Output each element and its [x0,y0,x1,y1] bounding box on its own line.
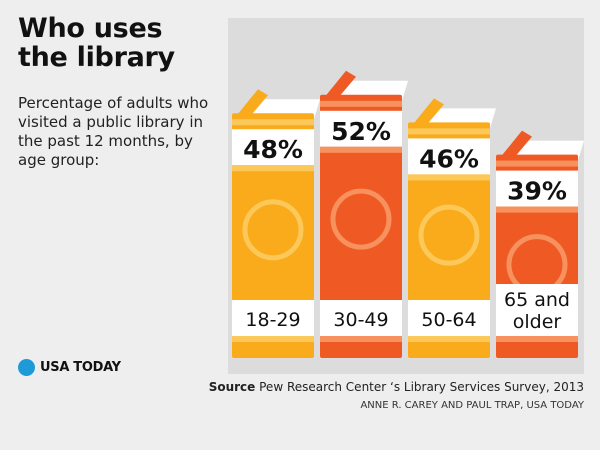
data-label: 52% [331,117,391,146]
logo-text: USA TODAY [40,359,121,375]
book-bottom-band [496,336,578,342]
category-label-strip [232,300,314,336]
chart-panel: 48% 18-29 52% 30-49 46% 50-64 39% 65 and older [228,18,584,374]
x-tick-label: 65 and [504,289,570,311]
book-top-band [496,160,578,167]
category-label-strip [320,300,402,336]
value-label-strip [496,170,578,207]
book-band [320,146,402,153]
x-tick-label: 18-29 [245,309,300,331]
value-label-strip [408,138,490,175]
book-emblem [242,199,304,261]
category-label-strip [408,300,490,336]
x-tick-label: 50-64 [421,309,476,331]
bar-book-spine [232,113,314,358]
category-label-strip [496,284,578,336]
data-label: 48% [243,135,303,164]
chart-title: Who uses the library [18,13,175,73]
book-emblem [418,204,480,266]
book-top-band [232,119,314,126]
book-band [496,206,578,213]
blue-dot-icon [18,358,35,376]
book-bottom-band [232,336,314,342]
credit-line: ANNE R. CAREY AND PAUL TRAP, USA TODAY [360,400,584,411]
book-cover-flap [408,98,444,131]
book-band [408,174,490,181]
source-text: Pew Research Center ‘s Library Services … [259,380,584,394]
source-label: Source [208,380,256,394]
usa-today-logo: USA TODAY [18,357,121,377]
book-band [232,165,314,172]
x-tick-label: older [513,311,562,333]
book-top-band [320,100,402,107]
book-bottom-band [408,336,490,342]
bar-book-spine [408,122,490,359]
value-label-strip [232,129,314,166]
bar-book-spine [320,94,402,359]
book-bottom-band [320,336,402,342]
source-line: Source Pew Research Center ‘s Library Se… [209,380,584,394]
book-top-band [408,128,490,135]
book-emblem [330,188,392,250]
value-label-strip [320,110,402,147]
data-label: 46% [419,144,479,173]
x-tick-label: 30-49 [333,309,388,331]
data-label: 39% [507,177,567,206]
chart-subtitle: Percentage of adults who visited a publi… [18,94,209,169]
